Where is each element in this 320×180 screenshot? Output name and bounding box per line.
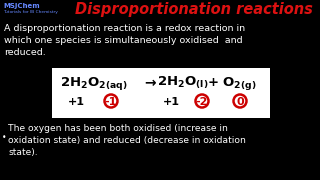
Text: $\mathbf{+\ O_{2(g)}}$: $\mathbf{+\ O_{2(g)}}$ xyxy=(207,75,257,92)
Text: $\mathbf{2H_2O_{2(aq)}}$: $\mathbf{2H_2O_{2(aq)}}$ xyxy=(60,75,128,92)
Text: MSJChem: MSJChem xyxy=(3,3,40,9)
Text: +1: +1 xyxy=(163,97,180,107)
Text: 0: 0 xyxy=(236,97,244,107)
Text: •: • xyxy=(2,133,6,142)
Text: +1: +1 xyxy=(68,97,85,107)
Text: The oxygen has been both oxidised (increase in
oxidation state) and reduced (dec: The oxygen has been both oxidised (incre… xyxy=(8,124,246,157)
Text: $\mathbf{2H_2O_{(l)}}$: $\mathbf{2H_2O_{(l)}}$ xyxy=(157,75,208,91)
Text: Tutorials for IB Chemistry: Tutorials for IB Chemistry xyxy=(3,10,58,14)
Text: -2: -2 xyxy=(196,97,208,107)
Text: -1: -1 xyxy=(105,97,117,107)
Text: $\mathbf{\rightarrow}$: $\mathbf{\rightarrow}$ xyxy=(142,75,158,89)
Text: A disproportionation reaction is a redox reaction in
which one species is simult: A disproportionation reaction is a redox… xyxy=(4,24,245,57)
FancyBboxPatch shape xyxy=(52,68,270,118)
Text: Disproportionation reactions: Disproportionation reactions xyxy=(75,2,313,17)
